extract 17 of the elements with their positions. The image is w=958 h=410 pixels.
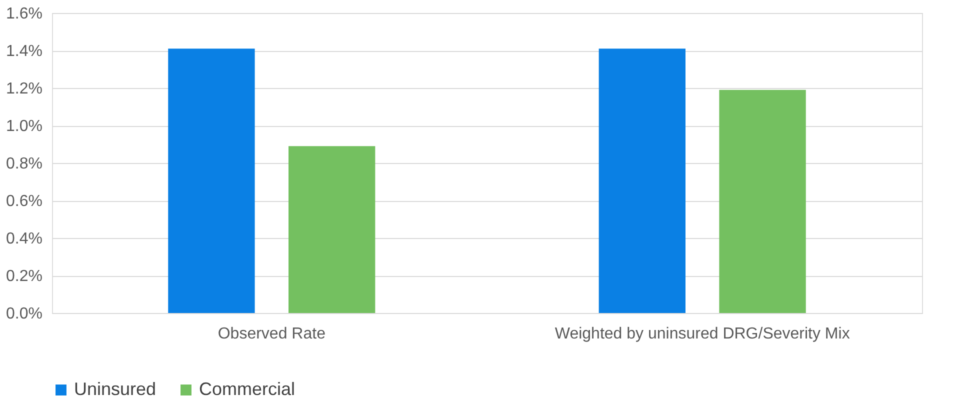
x-tick-label: Weighted by uninsured DRG/Severity Mix <box>554 326 850 342</box>
bar <box>168 48 255 313</box>
legend-label: Uninsured <box>74 379 156 399</box>
legend-label: Commercial <box>199 379 296 399</box>
y-tick-label: 0.8% <box>6 156 42 172</box>
y-tick-label: 0.6% <box>6 193 42 210</box>
y-tick-label: 0.0% <box>6 306 42 322</box>
y-tick-label: 1.2% <box>6 80 42 98</box>
y-tick-label: 0.2% <box>6 268 42 285</box>
x-tick-label: Observed Rate <box>218 326 326 342</box>
bar <box>288 146 376 313</box>
bar <box>719 90 806 313</box>
y-tick-label: 0.4% <box>6 230 42 248</box>
y-tick-label: 1.0% <box>6 118 42 135</box>
y-tick-label: 1.6% <box>6 6 42 22</box>
y-tick-label: 1.4% <box>6 43 42 60</box>
bar <box>598 48 686 313</box>
